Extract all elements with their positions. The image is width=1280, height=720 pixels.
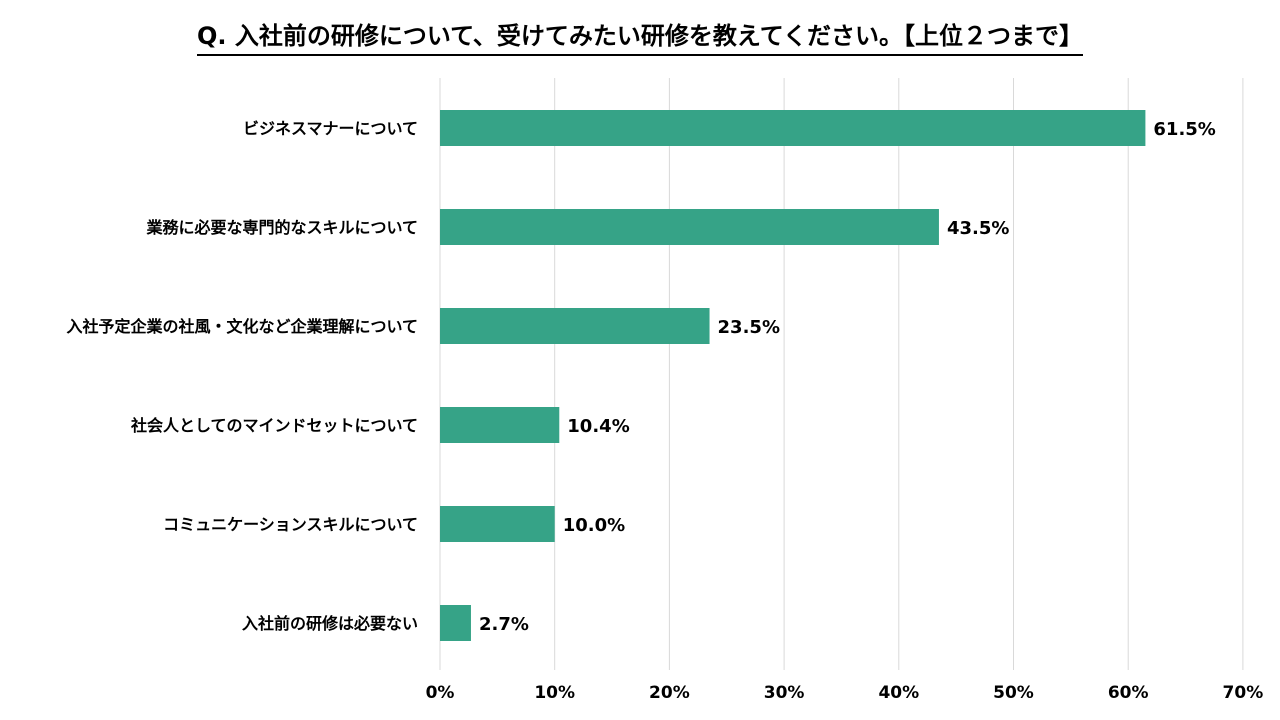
category-label: 業務に必要な専門的なスキルについて bbox=[145, 218, 418, 237]
x-tick-label: 70% bbox=[1223, 683, 1264, 703]
gridlines bbox=[439, 78, 1244, 670]
x-tick-label: 10% bbox=[534, 683, 575, 703]
chart-title-text: Q. 入社前の研修について、受けてみたい研修を教えてください。【上位２つまで】 bbox=[196, 20, 1084, 56]
x-tick-label: 60% bbox=[1108, 683, 1149, 703]
bar bbox=[440, 110, 1146, 146]
bars bbox=[440, 110, 1146, 641]
data-label: 10.0% bbox=[563, 515, 625, 536]
bar bbox=[440, 209, 939, 245]
bar bbox=[440, 407, 560, 443]
category-label: 入社予定企業の社風・文化など企業理解について bbox=[66, 317, 418, 336]
x-axis-tick-labels: 0% 10% 20% 30% 40% 50% 60% 70% bbox=[426, 683, 1264, 703]
x-tick-label: 40% bbox=[878, 683, 919, 703]
bar bbox=[440, 308, 710, 344]
category-labels: ビジネスマナーについて業務に必要な専門的なスキルについて入社予定企業の社風・文化… bbox=[66, 119, 418, 633]
x-tick-label: 50% bbox=[993, 683, 1034, 703]
data-label: 10.4% bbox=[567, 416, 629, 437]
category-label: 社会人としてのマインドセットについて bbox=[130, 416, 418, 435]
data-label: 2.7% bbox=[479, 614, 529, 635]
data-label: 61.5% bbox=[1153, 119, 1215, 140]
category-label: コミュニケーションスキルについて bbox=[163, 515, 418, 534]
x-tick-label: 0% bbox=[426, 683, 455, 703]
data-label: 43.5% bbox=[947, 218, 1009, 239]
bar bbox=[440, 506, 555, 542]
category-label: 入社前の研修は必要ない bbox=[242, 614, 418, 633]
x-tick-label: 30% bbox=[764, 683, 805, 703]
category-label: ビジネスマナーについて bbox=[243, 119, 418, 138]
x-tick-label: 20% bbox=[649, 683, 690, 703]
chart-title: Q. 入社前の研修について、受けてみたい研修を教えてください。【上位２つまで】 bbox=[0, 20, 1280, 56]
value-labels: 61.5% 43.5% 23.5% 10.4% 10.0% 2.7% bbox=[479, 119, 1216, 635]
bar bbox=[440, 605, 471, 641]
data-label: 23.5% bbox=[718, 317, 780, 338]
